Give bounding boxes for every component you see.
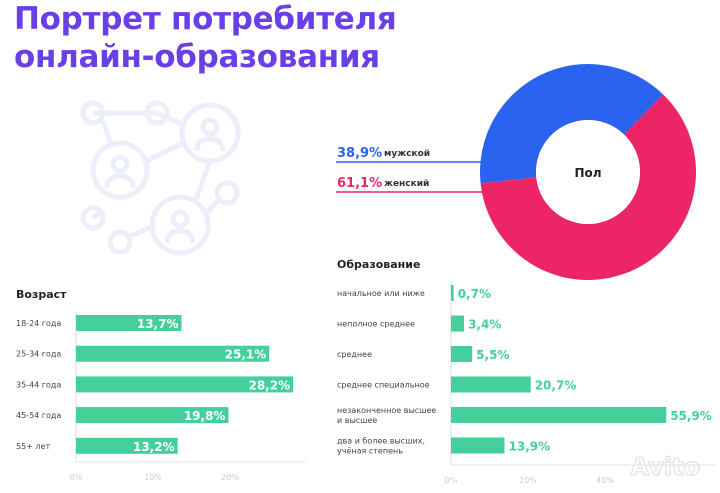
person-head — [110, 154, 130, 174]
category-label: начальное или ниже — [337, 289, 425, 298]
person-node — [179, 102, 241, 164]
bar-value-label: 13,2% — [133, 440, 175, 454]
pie-slice-1 — [480, 94, 696, 280]
category-label: среднее — [337, 350, 372, 359]
category-label: незаконченное высшее — [337, 406, 436, 415]
bar — [451, 437, 505, 454]
bar — [451, 285, 454, 301]
bar — [451, 315, 465, 332]
legend-label-0: мужской — [384, 149, 430, 159]
x-tick-label: 0% — [70, 473, 83, 482]
small-node — [214, 180, 240, 206]
category-label: 25-34 года — [16, 350, 61, 359]
legend-label-1: женский — [384, 179, 429, 189]
category-label: 18-24 года — [16, 319, 61, 328]
page-title: Портрет потребителя онлайн-образования — [14, 0, 397, 76]
bar — [76, 376, 294, 393]
category-label: и высшее — [337, 416, 377, 425]
bar — [76, 315, 182, 331]
bar-chart-title-1: Возраст — [16, 288, 67, 301]
category-label: неполное среднее — [337, 320, 415, 329]
small-node — [80, 205, 106, 231]
x-tick-label: 20% — [221, 473, 239, 482]
donut-hole — [536, 120, 640, 224]
pie-title: Пол — [574, 166, 601, 180]
bar — [451, 376, 531, 393]
x-tick-label: 40% — [596, 476, 614, 485]
small-node — [144, 100, 170, 126]
title-line-2: онлайн-образования — [14, 39, 380, 75]
bar-value-label: 25,1% — [225, 348, 267, 362]
network-link — [204, 198, 221, 215]
avito-watermark: Avito — [630, 453, 700, 481]
x-tick-label: 20% — [519, 476, 537, 485]
small-node — [107, 229, 133, 255]
pie-slice-0 — [480, 63, 664, 184]
person-head — [200, 117, 220, 137]
legend-value-0: 38,9% — [337, 146, 382, 161]
bar — [76, 345, 270, 362]
legend-value-1: 61,1% — [337, 176, 382, 191]
person-head — [170, 209, 190, 229]
bar-value-label: 28,2% — [248, 378, 290, 392]
bar-value-label: 19,8% — [184, 409, 226, 423]
bar-value-label: 5,5% — [476, 348, 509, 362]
people-network-icon — [80, 100, 241, 256]
bar-value-label: 55,9% — [670, 409, 712, 423]
bar — [76, 407, 229, 424]
category-label: два и более высших, — [337, 437, 425, 446]
person-body — [104, 173, 136, 189]
bar-value-label: 3,4% — [468, 318, 501, 332]
x-tick-label: 0% — [445, 476, 458, 485]
person-node — [149, 194, 211, 256]
x-tick-label: 10% — [144, 473, 162, 482]
category-label: 45-54 года — [16, 411, 61, 420]
category-label: 35-44 года — [16, 380, 61, 389]
bar-value-label: 13,7% — [137, 317, 179, 331]
bar — [76, 437, 178, 454]
bar — [451, 407, 667, 423]
person-node — [90, 140, 150, 200]
network-link — [193, 160, 213, 200]
small-node — [80, 100, 106, 126]
person-body — [194, 136, 226, 152]
bar-value-label: 0,7% — [458, 287, 491, 301]
bar-chart-title-2: Образование — [337, 258, 420, 271]
network-link — [155, 110, 186, 128]
network-link — [143, 140, 185, 165]
bar — [451, 346, 473, 362]
person-body — [164, 228, 196, 244]
bar-value-label: 20,7% — [535, 379, 577, 393]
title-line-1: Портрет потребителя — [14, 1, 397, 37]
category-label: учёная степень — [337, 447, 403, 456]
bar-value-label: 13,9% — [509, 440, 551, 454]
category-label: среднее специальное — [337, 381, 430, 390]
category-label: 55+ лет — [16, 442, 50, 451]
